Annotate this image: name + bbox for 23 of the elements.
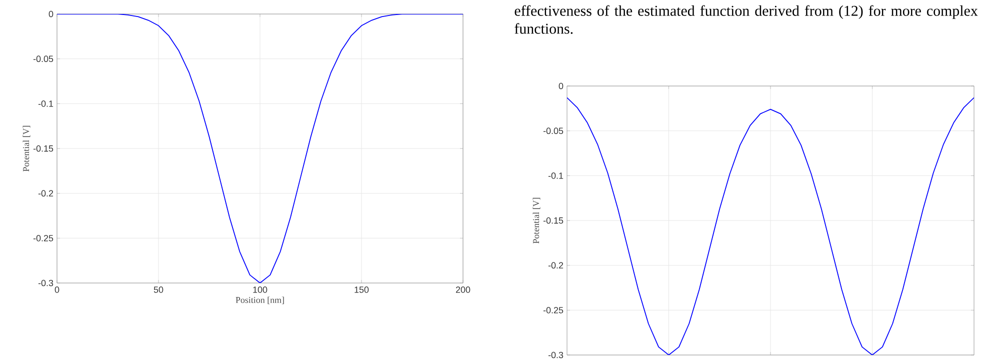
y-tick-label: -0.05 [33,56,54,62]
y-tick-label: -0.15 [33,145,54,152]
y-tick-label: -0.15 [543,217,564,224]
text: effectiveness of the estimated function derived from (12) for more complex functions. [514,5,978,34]
x-tick-label: 100 [253,286,268,293]
y-tick-label: -0.25 [33,234,54,242]
y-tick-label: -0.3 [548,352,564,358]
y-tick-label: -0.2 [548,262,564,269]
y-tick-label: -0.1 [38,100,54,107]
x-axis-title: Position [nm] [236,296,284,304]
y-axis-title: Potential [V] [532,198,540,244]
y-axis-title: Potential [V] [22,126,30,172]
x-tick-label: 50 [154,286,164,293]
x-tick-label: 150 [354,286,369,293]
x-tick-label: 200 [456,286,470,293]
y-tick-label: -0.2 [38,190,54,197]
y-tick-label: -0.25 [543,306,564,314]
y-tick-label: -0.3 [38,280,54,286]
y-tick-label: -0.05 [543,128,564,134]
x-tick-label: 0 [54,286,60,293]
y-tick-label: -0.1 [548,172,564,179]
y-tick-label: 0 [558,82,564,90]
y-tick-label: 0 [48,10,54,18]
